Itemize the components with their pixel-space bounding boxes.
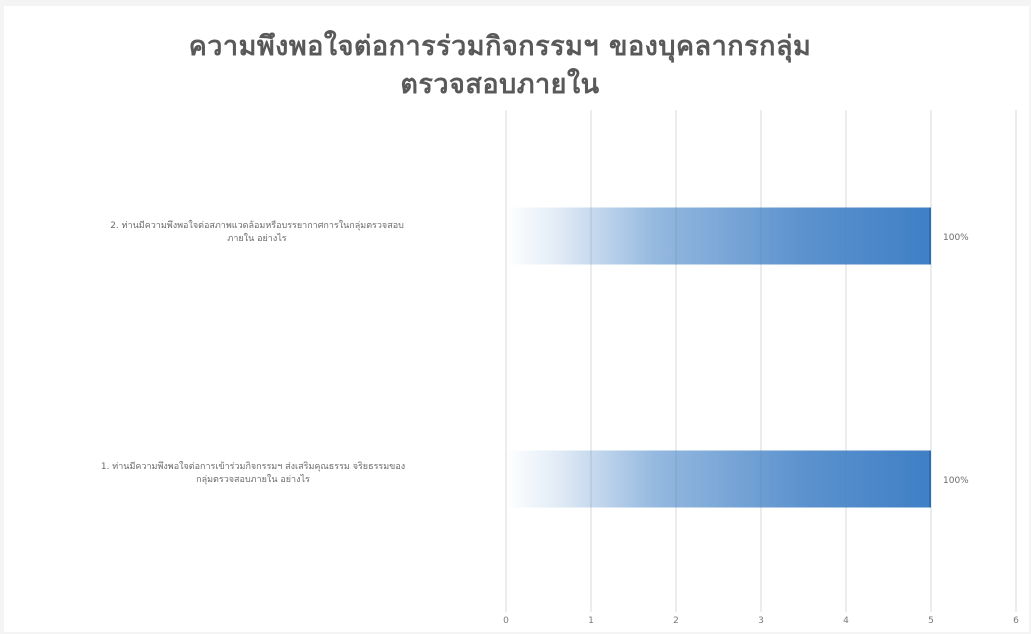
data-label-1: 100%	[943, 476, 969, 486]
x-tick-label-1: 1	[588, 616, 594, 626]
category-label-2-line-2: ภายใน อย่างไร	[227, 234, 287, 244]
bar-1-edge	[929, 450, 931, 508]
bar-1	[506, 450, 931, 508]
chart-title-line-1: ความพึงพอใจต่อการร่วมกิจกรรมฯ ของบุคลากร…	[188, 31, 812, 62]
x-tick-label-3: 3	[758, 616, 764, 626]
x-tick-label-5: 5	[928, 616, 934, 626]
chart-title: ความพึงพอใจต่อการร่วมกิจกรรมฯ ของบุคลากร…	[0, 28, 1000, 104]
category-label-2: 2. ท่านมีความพึงพอใจต่อสภาพแวดล้อมหรือบร…	[12, 220, 502, 246]
bar-2-edge	[929, 207, 931, 265]
x-tick-label-2: 2	[673, 616, 679, 626]
bar-2	[506, 207, 931, 265]
category-label-1-line-1: 1. ท่านมีความพึงพอใจต่อการเข้าร่วมกิจกรร…	[100, 462, 406, 472]
data-label-2: 100%	[943, 233, 969, 243]
x-tick-label-0: 0	[503, 616, 509, 626]
category-label-1: 1. ท่านมีความพึงพอใจต่อการเข้าร่วมกิจกรร…	[8, 461, 498, 487]
chart-title-line-2: ตรวจสอบภายใน	[400, 69, 600, 100]
chart-card	[4, 6, 1029, 632]
x-tick-label-4: 4	[843, 616, 849, 626]
x-tick-label-6: 6	[1013, 616, 1019, 626]
category-label-1-line-2: กลุ่มตรวจสอบภายใน อย่างไร	[196, 475, 310, 485]
category-label-2-line-1: 2. ท่านมีความพึงพอใจต่อสภาพแวดล้อมหรือบร…	[110, 221, 404, 231]
